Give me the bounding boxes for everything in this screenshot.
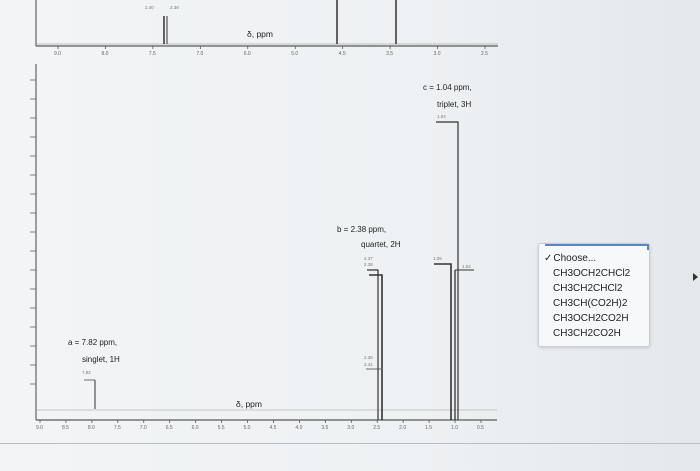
main-axis-tick-label: 4.5 bbox=[269, 425, 276, 431]
dropdown-option[interactable]: CH3OCH2CHCl2 bbox=[553, 268, 631, 279]
top-peak-label: 2.40 bbox=[145, 5, 154, 10]
peak-c-shift-label: 1.02 bbox=[462, 264, 471, 269]
dropdown-option-choose[interactable]: ✓Choose... bbox=[544, 251, 630, 266]
peak-b-line-2 bbox=[369, 274, 383, 420]
main-axis-tick-label: 0.5 bbox=[477, 425, 484, 431]
main-axis-tick-label: 2.5 bbox=[373, 425, 380, 431]
dropdown-option-label: Choose... bbox=[553, 253, 597, 264]
top-axis-tick-label: 9.0 bbox=[54, 51, 61, 57]
top-axis-tick-label: 5.0 bbox=[291, 51, 298, 57]
main-axis-title: δ, ppm bbox=[236, 399, 262, 409]
peak-a-label-line2: singlet, 1H bbox=[82, 355, 120, 364]
main-axis-tick-label: 6.0 bbox=[192, 425, 199, 431]
top-peak-label: 2.38 bbox=[170, 5, 179, 10]
top-axis-tick-label: 6.0 bbox=[244, 51, 251, 57]
main-axis-tick-label: 1.5 bbox=[425, 425, 432, 431]
main-axis-tick-label: 2.0 bbox=[399, 425, 406, 431]
page-divider bbox=[0, 443, 700, 444]
dropdown-option[interactable]: CH3CH2CO2H bbox=[553, 328, 621, 339]
main-axis-tick-label: 8.0 bbox=[88, 425, 95, 431]
dropdown-option[interactable]: CH3CH(CO2H)2 bbox=[553, 298, 628, 309]
top-axis-tick-label: 7.5 bbox=[149, 51, 156, 57]
main-axis-tick-label: 9.0 bbox=[36, 425, 43, 431]
peak-b-shift-label: 2.38 bbox=[364, 355, 373, 360]
main-axis-tick-label: 5.5 bbox=[218, 425, 225, 431]
main-axis-tick-label: 3.0 bbox=[347, 425, 354, 431]
peak-a: a = 7.82 ppm, singlet, 1H 7.82 bbox=[68, 338, 120, 409]
dropdown-options-list: ✓Choose... CH3OCH2CHCl2 CH3CH2CHCl2 CH3C… bbox=[544, 251, 630, 341]
main-axis-tick-label: 5.0 bbox=[244, 425, 251, 431]
top-axis-tick-label: 3.0 bbox=[434, 51, 441, 57]
peak-a-label-line1: a = 7.82 ppm, bbox=[68, 338, 117, 347]
main-axis-tick-label: 1.0 bbox=[451, 425, 458, 431]
peak-b-label-line2: quartet, 2H bbox=[361, 240, 401, 249]
main-axis-tick-label: 8.5 bbox=[62, 425, 69, 431]
answer-dropdown[interactable]: ✓Choose... CH3OCH2CHCl2 CH3CH2CHCl2 CH3C… bbox=[538, 243, 650, 347]
peak-c-shift-label: 1.04 bbox=[437, 114, 446, 119]
peak-c: c = 1.04 ppm, triplet, 3H 1.04 1.06 1.02 bbox=[423, 83, 474, 420]
peak-b-shift-label: 2.37 bbox=[364, 256, 373, 261]
main-tick-group: 9.0 8.5 8.0 7.5 7.0 6.5 6.0 5.5 5.0 4.5 4.0 3.5 3.0 2… bbox=[36, 420, 484, 431]
main-axis-tick-label: 6.5 bbox=[166, 425, 173, 431]
top-axis-title: δ, ppm bbox=[247, 29, 273, 39]
peak-c-line-2 bbox=[434, 263, 452, 420]
top-axis-tick-label: 4.5 bbox=[339, 51, 346, 57]
dropdown-focus-border bbox=[545, 244, 649, 250]
main-axis-tick-label: 4.0 bbox=[295, 425, 302, 431]
peak-b-shift-label: 2.41 bbox=[364, 362, 373, 367]
main-spectrum: 9.0 8.5 8.0 7.5 7.0 6.5 6.0 5.5 5.0 4.5 4.0 3.5 3.0 2… bbox=[30, 64, 497, 431]
dropdown-option[interactable]: CH3OCH2CO2H bbox=[553, 313, 629, 324]
dropdown-option[interactable]: CH3CH2CHCl2 bbox=[553, 283, 623, 294]
top-axis-tick-label: 7.0 bbox=[196, 51, 203, 57]
main-axis-tick-label: 7.5 bbox=[114, 425, 121, 431]
peak-b-label-line1: b = 2.38 ppm, bbox=[337, 225, 386, 234]
peak-b: b = 2.38 ppm, quartet, 2H 2.37 2.38 2.38… bbox=[337, 225, 401, 420]
peak-c-shift-label: 1.06 bbox=[433, 256, 442, 261]
top-axis-tick-label: 2.5 bbox=[481, 51, 488, 57]
top-spectrum: 2.40 2.38 δ, ppm 9.0 8.0 7.5 7.0 6.0 5.0 4.5 3.… bbox=[35, 0, 498, 57]
mouse-cursor-icon bbox=[693, 273, 698, 281]
peak-b-line-1 bbox=[367, 269, 379, 420]
peak-c-line-1 bbox=[436, 121, 459, 420]
check-icon: ✓ bbox=[544, 253, 553, 264]
main-axis-tick-label: 3.5 bbox=[321, 425, 328, 431]
top-axis-tick-label: 3.5 bbox=[386, 51, 393, 57]
top-tick-group: 9.0 8.0 7.5 7.0 6.0 5.0 4.5 3.5 3.0 2.5 bbox=[54, 46, 488, 57]
main-axis-tick-label: 7.0 bbox=[140, 425, 147, 431]
peak-b-shift-label: 2.38 bbox=[364, 262, 373, 267]
peak-c-label-line2: triplet, 3H bbox=[437, 100, 471, 109]
left-tick-group bbox=[30, 79, 36, 385]
peak-a-shift-label: 7.82 bbox=[82, 370, 91, 375]
peak-c-label-line1: c = 1.04 ppm, bbox=[423, 83, 472, 92]
top-axis-tick-label: 8.0 bbox=[101, 51, 108, 57]
